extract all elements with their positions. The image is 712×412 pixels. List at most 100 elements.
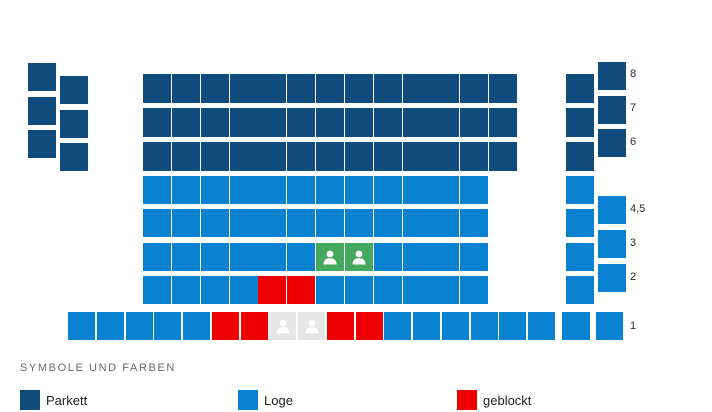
parkett-row-6-seat[interactable]	[143, 142, 171, 171]
loge-center-seat[interactable]	[172, 176, 200, 204]
row-1-seat[interactable]	[442, 312, 469, 340]
parkett-row-6-seat[interactable]	[345, 142, 373, 171]
loge-center-seat[interactable]	[316, 243, 344, 271]
row-1-seat[interactable]	[499, 312, 526, 340]
parkett-row-8-seat[interactable]	[460, 74, 488, 103]
parkett-row-7-seat[interactable]	[460, 108, 488, 137]
loge-right-inner-seat[interactable]	[566, 243, 594, 271]
loge-center-seat[interactable]	[230, 276, 258, 304]
parkett-row-8-seat[interactable]	[316, 74, 344, 103]
parkett-right-outer-seat[interactable]	[598, 62, 626, 90]
loge-center-seat[interactable]	[431, 176, 459, 204]
parkett-row-7-seat[interactable]	[230, 108, 258, 137]
parkett-right-outer-seat[interactable]	[598, 129, 626, 157]
loge-center-seat[interactable]	[403, 276, 431, 304]
row-1-seat[interactable]	[327, 312, 354, 340]
row-1-seat[interactable]	[596, 312, 623, 340]
loge-center-seat[interactable]	[345, 243, 373, 271]
loge-center-seat[interactable]	[316, 209, 344, 237]
parkett-row-7-seat[interactable]	[403, 108, 431, 137]
loge-center-seat[interactable]	[172, 209, 200, 237]
parkett-row-8-seat[interactable]	[201, 74, 229, 103]
loge-center-seat[interactable]	[172, 243, 200, 271]
loge-center-seat[interactable]	[143, 243, 171, 271]
parkett-row-8-seat[interactable]	[172, 74, 200, 103]
loge-center-seat[interactable]	[460, 176, 488, 204]
loge-center-seat[interactable]	[258, 243, 286, 271]
loge-center-seat[interactable]	[287, 209, 315, 237]
row-1-seat[interactable]	[241, 312, 268, 340]
row-1-seat[interactable]	[384, 312, 411, 340]
loge-right-inner-seat[interactable]	[566, 176, 594, 204]
parkett-row-7-seat[interactable]	[201, 108, 229, 137]
loge-center-seat[interactable]	[316, 276, 344, 304]
loge-center-seat[interactable]	[460, 276, 488, 304]
loge-center-seat[interactable]	[403, 209, 431, 237]
row-1-seat[interactable]	[183, 312, 210, 340]
parkett-row-6-seat[interactable]	[287, 142, 315, 171]
row-1-seat[interactable]	[212, 312, 239, 340]
parkett-row-6-seat[interactable]	[172, 142, 200, 171]
loge-center-seat[interactable]	[258, 276, 286, 304]
loge-center-seat[interactable]	[403, 176, 431, 204]
row-1-seat[interactable]	[126, 312, 153, 340]
parkett-left-inner-seat[interactable]	[60, 143, 88, 171]
loge-right-outer-seat[interactable]	[598, 230, 626, 258]
loge-center-seat[interactable]	[172, 276, 200, 304]
parkett-row-7-seat[interactable]	[172, 108, 200, 137]
row-1-seat[interactable]	[562, 312, 590, 340]
parkett-row-7-seat[interactable]	[316, 108, 344, 137]
parkett-right-inner-seat[interactable]	[566, 74, 594, 103]
loge-center-seat[interactable]	[345, 276, 373, 304]
parkett-row-7-seat[interactable]	[374, 108, 402, 137]
loge-center-seat[interactable]	[345, 176, 373, 204]
row-1-seat[interactable]	[154, 312, 181, 340]
parkett-row-8-seat[interactable]	[374, 74, 402, 103]
parkett-left-inner-seat[interactable]	[60, 76, 88, 104]
loge-center-seat[interactable]	[460, 243, 488, 271]
parkett-row-8-seat[interactable]	[230, 74, 258, 103]
loge-right-outer-seat[interactable]	[598, 196, 626, 224]
row-1-seat[interactable]	[68, 312, 95, 340]
parkett-row-8-seat[interactable]	[431, 74, 459, 103]
loge-center-seat[interactable]	[287, 243, 315, 271]
parkett-row-6-seat[interactable]	[230, 142, 258, 171]
loge-center-seat[interactable]	[201, 209, 229, 237]
parkett-row-6-seat[interactable]	[374, 142, 402, 171]
parkett-row-8-seat[interactable]	[489, 74, 517, 103]
loge-center-seat[interactable]	[258, 176, 286, 204]
loge-center-seat[interactable]	[201, 276, 229, 304]
loge-center-seat[interactable]	[431, 276, 459, 304]
loge-center-seat[interactable]	[230, 176, 258, 204]
loge-center-seat[interactable]	[201, 243, 229, 271]
loge-center-seat[interactable]	[287, 176, 315, 204]
row-1-seat[interactable]	[413, 312, 440, 340]
parkett-row-8-seat[interactable]	[143, 74, 171, 103]
parkett-row-7-seat[interactable]	[431, 108, 459, 137]
parkett-row-8-seat[interactable]	[403, 74, 431, 103]
row-1-seat[interactable]	[298, 312, 325, 340]
parkett-left-outer-seat[interactable]	[28, 63, 56, 91]
loge-center-seat[interactable]	[374, 276, 402, 304]
loge-center-seat[interactable]	[374, 243, 402, 271]
parkett-row-7-seat[interactable]	[489, 108, 517, 137]
row-1-seat[interactable]	[471, 312, 498, 340]
parkett-right-inner-seat[interactable]	[566, 108, 594, 137]
loge-center-seat[interactable]	[230, 243, 258, 271]
loge-center-seat[interactable]	[316, 176, 344, 204]
parkett-right-inner-seat[interactable]	[566, 142, 594, 171]
parkett-row-6-seat[interactable]	[258, 142, 286, 171]
parkett-row-6-seat[interactable]	[460, 142, 488, 171]
loge-center-seat[interactable]	[374, 209, 402, 237]
parkett-row-8-seat[interactable]	[345, 74, 373, 103]
row-1-seat[interactable]	[97, 312, 124, 340]
parkett-left-inner-seat[interactable]	[60, 110, 88, 138]
row-1-seat[interactable]	[269, 312, 296, 340]
loge-center-seat[interactable]	[258, 209, 286, 237]
parkett-row-6-seat[interactable]	[403, 142, 431, 171]
parkett-row-7-seat[interactable]	[345, 108, 373, 137]
loge-center-seat[interactable]	[374, 176, 402, 204]
row-1-seat[interactable]	[528, 312, 555, 340]
loge-center-seat[interactable]	[431, 209, 459, 237]
loge-center-seat[interactable]	[287, 276, 315, 304]
